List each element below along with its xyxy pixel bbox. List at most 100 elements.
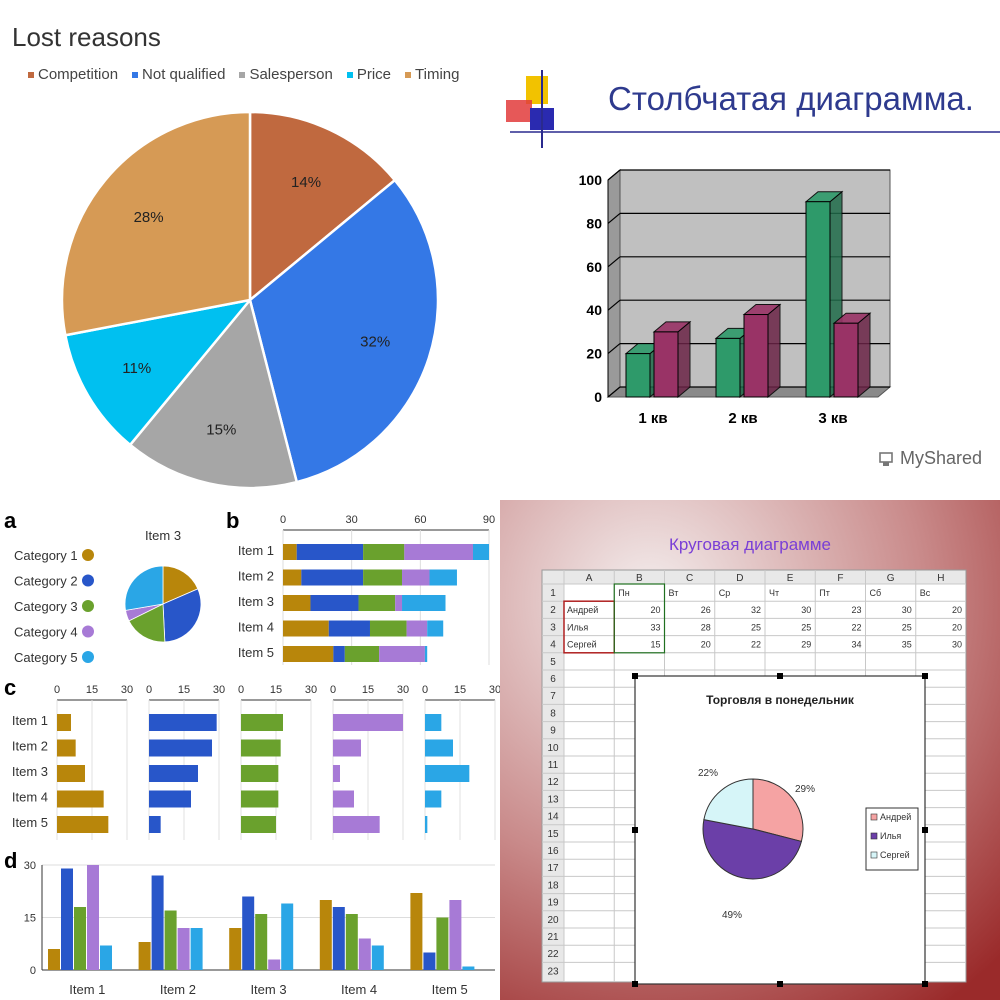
x-tick-label: 2 кв [728, 410, 757, 427]
pie-slice [752, 778, 804, 843]
column-chart-panel: Столбчатая диаграмма. 0 20 40 60 80 100 1 кв 2 … [500, 0, 1000, 500]
pie-slice [248, 178, 440, 484]
bar-segment [283, 620, 329, 637]
table-cell: 22 [751, 640, 761, 650]
legend-swatch [405, 71, 412, 78]
table-cell: 34 [851, 640, 861, 650]
bar [805, 201, 831, 398]
row-header: 11 [548, 760, 559, 771]
x-tick-label: 30 [213, 684, 225, 696]
table-cell: 32 [751, 605, 761, 615]
bar-segment [424, 646, 428, 662]
resize-handle [922, 981, 928, 987]
column-chart: 0 20 40 60 80 100 1 кв 2 кв 3 кв [579, 168, 892, 427]
bar [449, 900, 462, 970]
slice-label: 49% [722, 910, 742, 921]
bar-segment [363, 569, 403, 586]
legend-label: Сергей [880, 850, 910, 860]
side-wall [607, 168, 621, 399]
y-tick-label: 0 [594, 389, 602, 405]
x-tick-label: 0 [422, 684, 428, 696]
bar [281, 903, 294, 970]
legend-label: Category 2 [14, 574, 78, 589]
table-cell: Илья [567, 622, 588, 632]
watermark-text: MyShared [900, 448, 983, 468]
bar [410, 893, 423, 970]
table-cell: 20 [952, 622, 962, 632]
pie-slice [162, 588, 202, 643]
table-cell: 30 [952, 640, 962, 650]
resize-handle [777, 673, 783, 679]
x-tick-label: 30 [346, 514, 358, 526]
bar [425, 816, 428, 833]
bar [333, 765, 340, 782]
bar-segment [328, 620, 370, 637]
x-tick-label: 1 кв [638, 410, 667, 427]
bar-segment [283, 569, 302, 586]
bar [425, 714, 442, 731]
table-cell: Сб [870, 588, 882, 598]
lost-reasons-panel: Lost reasons Competition Not qualified Sal… [0, 0, 500, 500]
bar-segment [429, 569, 457, 586]
bar [423, 952, 436, 970]
legend-swatch [239, 71, 246, 78]
slice-label: 11% [122, 360, 151, 377]
bar [149, 790, 191, 808]
table-cell: 26 [701, 605, 711, 615]
bar [333, 790, 354, 808]
x-tick-label: 0 [146, 684, 152, 696]
resize-handle [632, 673, 638, 679]
x-tick-label: Item 5 [432, 982, 468, 997]
bar [242, 896, 255, 970]
pie-slice [63, 298, 254, 447]
legend-item: Competition [28, 66, 118, 83]
legend-label: Price [356, 66, 392, 83]
column-header: A [586, 573, 593, 584]
bar [625, 353, 651, 398]
pie-title: Item 3 [145, 528, 181, 543]
column-header: D [736, 573, 743, 584]
bar-segment [283, 595, 311, 611]
row-header: 12 [547, 777, 559, 788]
table-cell: Пн [618, 588, 629, 598]
gridline [607, 299, 621, 311]
table-cell: 35 [902, 640, 912, 650]
table-cell: 25 [751, 622, 761, 632]
bar [229, 928, 242, 970]
slice-label: 29% [795, 784, 815, 795]
table-cell: 30 [801, 605, 811, 615]
row-header: 7 [550, 691, 556, 702]
panel-label: a [4, 508, 17, 533]
bar [358, 938, 371, 970]
bar [149, 714, 217, 731]
row-header: 2 [550, 605, 556, 616]
row-header: 5 [550, 657, 556, 668]
x-tick-label: 15 [270, 684, 282, 696]
pie-slice [124, 565, 164, 611]
bar [833, 322, 859, 398]
table-cell: 22 [851, 622, 861, 632]
column-header: F [837, 573, 843, 584]
row-header: 22 [547, 949, 559, 960]
row-header: 14 [547, 812, 559, 823]
bar [425, 739, 453, 757]
bar [61, 868, 73, 970]
spreadsheet-panel: Круговая диаграмме A B C D E F G H 1 2 3 4 5 6 7 8 9 10 11 1… [500, 500, 1000, 1000]
x-tick-label: 0 [330, 684, 336, 696]
pie-slice [248, 110, 397, 303]
bar [653, 331, 679, 398]
lost-reasons-pie: 14% 32% 15% 11% 28% [60, 110, 440, 490]
y-tick-label: 15 [24, 913, 36, 925]
legend-label: Timing [415, 66, 460, 83]
panel-label: d [4, 848, 17, 873]
resize-handle [632, 981, 638, 987]
legend-item: Not qualified [132, 66, 225, 83]
table-cell: 33 [650, 622, 660, 632]
column-header: E [787, 573, 794, 584]
pie-slice [703, 778, 754, 830]
y-tick-label: Item 4 [12, 790, 48, 805]
bar [138, 942, 151, 970]
bar [332, 907, 345, 970]
x-tick-label: Item 1 [69, 982, 105, 997]
bar [333, 739, 361, 757]
